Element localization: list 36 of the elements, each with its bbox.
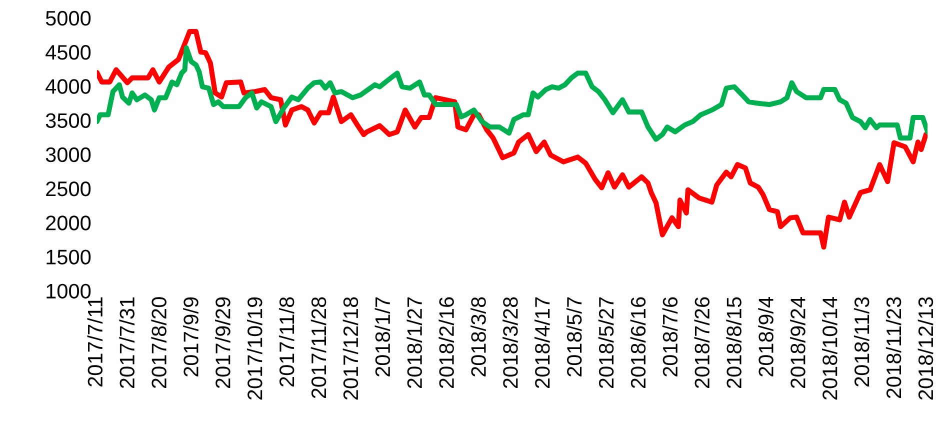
y-tick-label: 3500 bbox=[46, 113, 91, 128]
x-tick-label: 2018/3/28 bbox=[502, 297, 518, 388]
y-tick-label: 2500 bbox=[46, 181, 91, 196]
x-tick-label: 2018/10/14 bbox=[822, 296, 838, 400]
x-tick-label: 2017/11/8 bbox=[278, 297, 294, 386]
x-tick-label: 2018/4/17 bbox=[534, 297, 550, 388]
y-tick-label: 1000 bbox=[46, 284, 91, 299]
y-tick-label: 5000 bbox=[46, 10, 91, 26]
x-tick-label: 2018/7/6 bbox=[662, 297, 678, 376]
x-tick-label: 2017/7/31 bbox=[119, 297, 135, 388]
x-tick-label: 2018/5/7 bbox=[566, 297, 582, 376]
x-tick-label: 2017/9/29 bbox=[215, 297, 230, 388]
x-tick-label: 2018/2/16 bbox=[438, 297, 454, 388]
x-tick-label: 2018/9/24 bbox=[790, 296, 806, 388]
x-tick-label: 2018/1/7 bbox=[374, 297, 390, 376]
y-tick-label: 2000 bbox=[46, 216, 91, 230]
x-tick-label: 2018/6/16 bbox=[630, 297, 646, 388]
x-tick-label: 2018/8/15 bbox=[726, 297, 742, 388]
x-tick-label: 2018/11/23 bbox=[886, 297, 902, 398]
x-tick-label: 2017/10/19 bbox=[246, 297, 262, 400]
y-tick-label: 4500 bbox=[46, 44, 91, 60]
x-tick-label: 2017/7/11 bbox=[87, 297, 103, 386]
x-tick-label: 2018/1/27 bbox=[406, 297, 422, 388]
y-tick-label: 4000 bbox=[46, 79, 91, 94]
x-tick-label: 2018/7/26 bbox=[694, 297, 710, 388]
x-tick-label: 2018/5/27 bbox=[598, 297, 614, 388]
y-tick-label: 1500 bbox=[46, 250, 91, 264]
x-tick-label: 2018/11/3 bbox=[854, 297, 870, 386]
x-tick-label: 2018/9/4 bbox=[758, 296, 774, 376]
x-tick-label: 2017/8/20 bbox=[151, 297, 166, 388]
y-tick-label: 3000 bbox=[46, 147, 91, 162]
x-tick-label: 2017/9/9 bbox=[183, 297, 198, 376]
x-tick-label: 2018/3/8 bbox=[470, 297, 486, 376]
x-tick-label: 2017/12/18 bbox=[342, 297, 358, 400]
x-tick-label: 2017/11/28 bbox=[310, 297, 326, 398]
x-tick-label: 2018/12/13 bbox=[918, 297, 934, 400]
